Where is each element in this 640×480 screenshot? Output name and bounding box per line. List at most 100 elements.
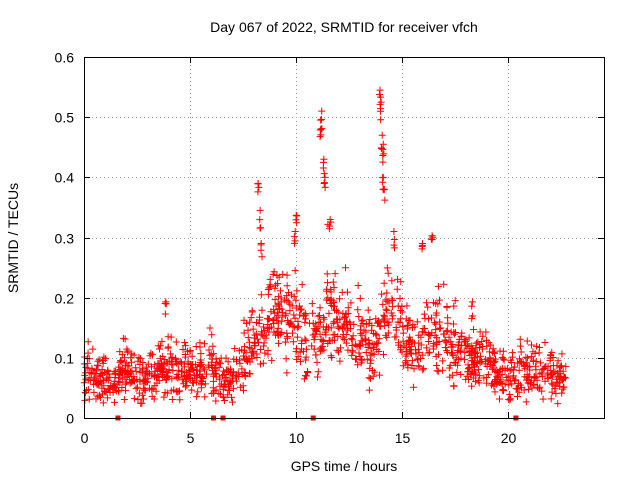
x-tick-label: 10 [289,430,305,446]
peak-point [258,253,266,261]
data-point [270,268,278,276]
data-point [414,355,422,363]
data-point [148,392,156,400]
data-point [548,379,556,387]
data-point [398,348,406,356]
data-point [265,290,273,298]
data-point [120,395,128,403]
data-point [220,383,228,391]
data-point [244,326,252,334]
data-point [264,347,272,355]
data-point [217,390,225,398]
data-point [153,379,161,387]
data-point [352,355,360,363]
data-point [407,350,415,358]
data-point [309,331,317,339]
data-point [536,383,544,391]
data-point [314,373,322,381]
data-point [474,377,482,385]
data-point [328,353,336,361]
data-point [451,328,459,336]
data-point [272,281,280,289]
data-point [457,371,465,379]
data-point [348,341,356,349]
data-point [238,365,246,373]
data-point [216,360,224,368]
data-point [388,277,396,285]
y-tick-labels: 0 0.1 0.2 0.3 0.4 0.5 0.6 [55,50,75,427]
data-point [141,386,149,394]
data-point [407,349,415,357]
data-point [523,337,531,345]
data-point [539,366,547,374]
peak-point [428,236,436,244]
data-point [212,397,220,405]
data-point [136,360,144,368]
data-point [517,358,525,366]
data-point [168,375,176,383]
data-point [293,355,301,363]
data-point [496,377,504,385]
data-point [379,300,387,308]
data-point [528,384,536,392]
data-point [448,350,456,358]
data-point [334,308,342,316]
data-point [515,366,523,374]
data-point [136,376,144,384]
data-point [220,370,228,378]
data-point [111,383,119,391]
data-point [499,347,507,355]
data-point [175,388,183,396]
data-point [384,269,392,277]
peak-point [376,105,384,113]
data-point [90,376,98,384]
data-point [86,374,94,382]
data-point [217,354,225,362]
data-point [212,361,220,369]
data-point [533,342,541,350]
data-point [365,374,373,382]
data-point [133,383,141,391]
data-point [512,376,520,384]
data-point [424,330,432,338]
data-point [410,365,418,373]
data-point [318,346,326,354]
data-point [369,329,377,337]
data-point [331,270,339,278]
data-point [228,393,236,401]
data-point [346,325,354,333]
data-point [356,352,364,360]
data-point [491,355,499,363]
data-point [109,384,117,392]
data-point [489,349,497,357]
data-point [286,300,294,308]
data-point [547,395,555,403]
data-point [134,396,142,404]
data-point [209,342,217,350]
data-point [168,353,176,361]
data-point [194,388,202,396]
data-point [265,284,273,292]
data-point [471,369,479,377]
data-point [313,358,321,366]
data-point [411,346,419,354]
data-point [260,332,268,340]
data-point [385,299,393,307]
data-point [450,382,458,390]
data-point [295,302,303,310]
data-point [550,368,558,376]
data-point [380,311,388,319]
data-point [357,329,365,337]
data-point [409,321,417,329]
data-point [181,342,189,350]
data-point [126,379,134,387]
data-point [470,363,478,371]
data-point [249,325,257,333]
data-point [435,337,443,345]
data-point [335,324,343,332]
y-tick-label: 0.1 [55,351,75,367]
data-point [165,366,173,374]
data-point [522,359,530,367]
data-point [441,344,449,352]
data-point [200,340,208,348]
